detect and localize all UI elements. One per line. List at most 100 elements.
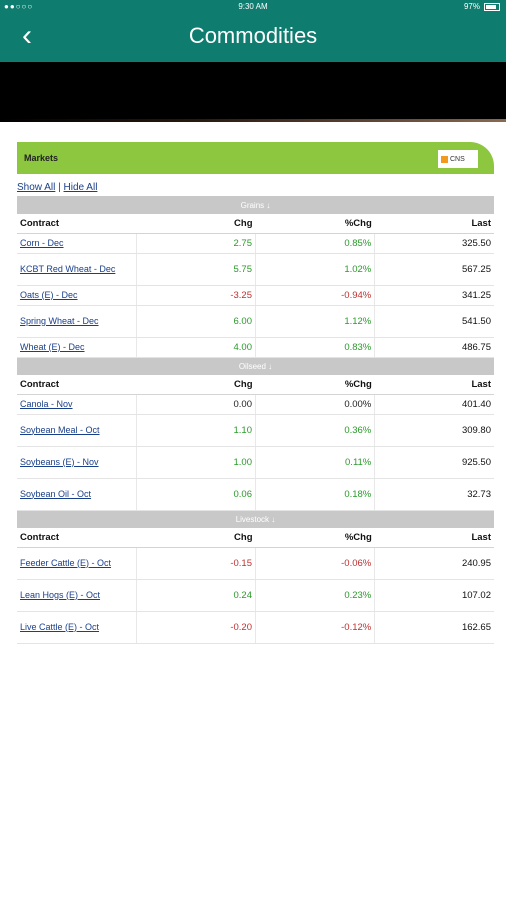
last-price-cell: 567.25 [374, 253, 494, 286]
contract-cell: Soybean Meal - Oct [17, 414, 137, 447]
banner-image [0, 62, 506, 122]
battery-status: 97% [464, 2, 500, 11]
last-price-cell: 107.02 [374, 579, 494, 612]
last-price-cell: 325.50 [374, 233, 494, 254]
table-row: Oats (E) - Dec -3.25 -0.94% 341.25 [17, 285, 494, 306]
column-header-pct: %Chg [255, 214, 375, 234]
contract-link[interactable]: Canola - Nov [20, 398, 73, 409]
last-price-cell: 341.25 [374, 285, 494, 306]
contract-link[interactable]: Spring Wheat - Dec [20, 315, 99, 326]
change-cell: 1.00 [136, 446, 257, 479]
contract-link[interactable]: KCBT Red Wheat - Dec [20, 263, 116, 274]
table-row: Live Cattle (E) - Oct -0.20 -0.12% 162.65 [17, 611, 494, 644]
contract-link[interactable]: Corn - Dec [20, 237, 64, 248]
signal-strength: ●●○○○ [4, 2, 34, 11]
change-cell: 2.75 [136, 233, 257, 254]
column-header-pct: %Chg [255, 528, 375, 548]
table-row: Lean Hogs (E) - Oct 0.24 0.23% 107.02 [17, 579, 494, 612]
contract-cell: Spring Wheat - Dec [17, 305, 137, 338]
change-cell: 6.00 [136, 305, 257, 338]
contract-cell: KCBT Red Wheat - Dec [17, 253, 137, 286]
section-toggle-label[interactable]: Livestock ↓ [17, 510, 494, 528]
contract-cell: Oats (E) - Dec [17, 285, 137, 306]
battery-percent: 97% [463, 2, 480, 11]
cns-logo-text: CNS [450, 155, 465, 163]
column-header-row: Contract Chg %Chg Last [17, 214, 494, 234]
table-row: Wheat (E) - Dec 4.00 0.83% 486.75 [17, 337, 494, 358]
back-chevron-icon[interactable]: ‹ [22, 19, 32, 52]
table-row: Feeder Cattle (E) - Oct -0.15 -0.06% 240.95 [17, 547, 494, 580]
last-price-cell: 401.40 [374, 394, 494, 415]
contract-cell: Lean Hogs (E) - Oct [17, 579, 137, 612]
contract-link[interactable]: Oats (E) - Dec [20, 289, 78, 300]
change-cell: 1.10 [136, 414, 257, 447]
change-cell: 0.00 [136, 394, 257, 415]
battery-icon [484, 2, 500, 11]
markets-panel: Markets CNS Show All | Hide All Grains ↓… [17, 142, 494, 644]
column-header-pct: %Chg [255, 375, 375, 395]
contract-cell: Feeder Cattle (E) - Oct [17, 547, 137, 580]
column-header-contract: Contract [17, 214, 137, 234]
last-price-cell: 925.50 [374, 446, 494, 479]
column-header-chg: Chg [136, 214, 256, 234]
table-row: Soybean Meal - Oct 1.10 0.36% 309.80 [17, 414, 494, 447]
section-header[interactable]: Livestock ↓ [17, 510, 494, 528]
show-hide-toggle: Show All | Hide All [17, 182, 494, 196]
section-toggle-label[interactable]: Grains ↓ [17, 196, 494, 214]
percent-change-cell: 1.02% [255, 253, 376, 286]
markets-panel-header: Markets CNS [17, 142, 494, 174]
contract-link[interactable]: Wheat (E) - Dec [20, 341, 85, 352]
nav-bar: ‹ Commodities [0, 14, 506, 62]
change-cell: -3.25 [136, 285, 257, 306]
last-price-cell: 309.80 [374, 414, 494, 447]
table-row: Corn - Dec 2.75 0.85% 325.50 [17, 233, 494, 254]
last-price-cell: 240.95 [374, 547, 494, 580]
section-toggle-label[interactable]: Oilseed ↓ [17, 357, 494, 375]
contract-link[interactable]: Soybean Oil - Oct [20, 488, 92, 499]
section-header[interactable]: Oilseed ↓ [17, 357, 494, 375]
table-row: KCBT Red Wheat - Dec 5.75 1.02% 567.25 [17, 253, 494, 286]
cns-logo: CNS [438, 150, 478, 168]
percent-change-cell: -0.12% [255, 611, 376, 644]
status-bar: ●●○○○ 9:30 AM 97% [0, 0, 506, 14]
column-header-row: Contract Chg %Chg Last [17, 375, 494, 395]
contract-link[interactable]: Live Cattle (E) - Oct [20, 621, 100, 632]
percent-change-cell: 0.11% [255, 446, 376, 479]
contract-cell: Wheat (E) - Dec [17, 337, 137, 358]
percent-change-cell: -0.94% [255, 285, 376, 306]
percent-change-cell: 0.83% [255, 337, 376, 358]
percent-change-cell: 0.18% [255, 478, 376, 511]
column-header-chg: Chg [136, 528, 256, 548]
last-price-cell: 32.73 [374, 478, 494, 511]
table-row: Soybean Oil - Oct 0.06 0.18% 32.73 [17, 478, 494, 511]
change-cell: -0.20 [136, 611, 257, 644]
table-row: Spring Wheat - Dec 6.00 1.12% 541.50 [17, 305, 494, 338]
contract-cell: Live Cattle (E) - Oct [17, 611, 137, 644]
status-time: 9:30 AM [238, 2, 268, 11]
show-all-link[interactable]: Show All [17, 182, 56, 193]
contract-link[interactable]: Lean Hogs (E) - Oct [20, 589, 101, 600]
last-price-cell: 486.75 [374, 337, 494, 358]
column-header-contract: Contract [17, 375, 137, 395]
column-header-contract: Contract [17, 528, 137, 548]
percent-change-cell: 0.85% [255, 233, 376, 254]
contract-link[interactable]: Soybean Meal - Oct [20, 424, 100, 435]
change-cell: 5.75 [136, 253, 257, 286]
section-header[interactable]: Grains ↓ [17, 196, 494, 214]
markets-table: Grains ↓ Contract Chg %Chg Last Corn - Dec 2.7… [17, 196, 494, 644]
change-cell: -0.15 [136, 547, 257, 580]
column-header-last: Last [374, 375, 494, 395]
contract-cell: Soybeans (E) - Nov [17, 446, 137, 479]
column-header-last: Last [374, 214, 494, 234]
table-row: Soybeans (E) - Nov 1.00 0.11% 925.50 [17, 446, 494, 479]
last-price-cell: 541.50 [374, 305, 494, 338]
contract-link[interactable]: Soybeans (E) - Nov [20, 456, 99, 467]
last-price-cell: 162.65 [374, 611, 494, 644]
hide-all-link[interactable]: Hide All [63, 182, 98, 193]
cns-logo-mark-icon [441, 155, 448, 163]
change-cell: 0.24 [136, 579, 257, 612]
contract-link[interactable]: Feeder Cattle (E) - Oct [20, 557, 112, 568]
table-row: Canola - Nov 0.00 0.00% 401.40 [17, 394, 494, 415]
markets-title: Markets [24, 153, 59, 163]
contract-cell: Soybean Oil - Oct [17, 478, 137, 511]
